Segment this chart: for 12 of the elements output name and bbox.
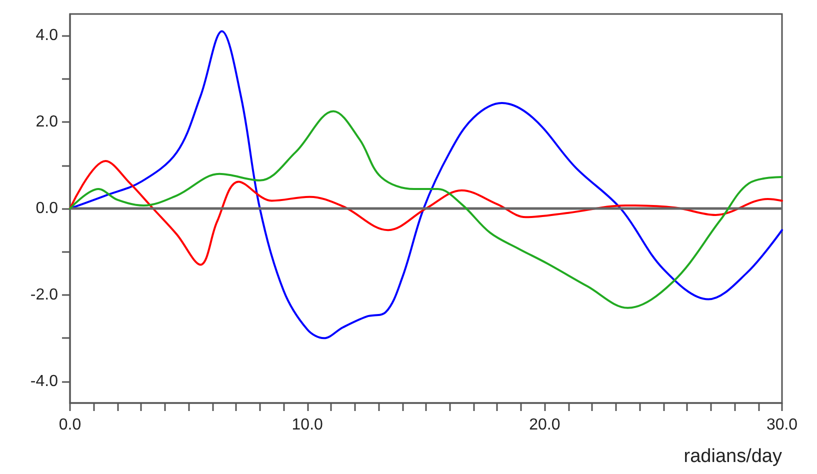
line-series <box>69 110 783 309</box>
line-series <box>69 160 783 266</box>
y-tick-label: -4.0 <box>30 372 58 390</box>
y-tick-label: 0.0 <box>36 200 58 217</box>
x-tick-label: 0.0 <box>58 416 82 434</box>
x-tick-label: 30.0 <box>766 416 798 434</box>
y-tick-label: -2.0 <box>30 286 58 304</box>
y-tick-label: 2.0 <box>36 114 58 131</box>
x-axis-title: radians/day <box>684 446 782 467</box>
y-tick-label: 4.0 <box>36 27 58 44</box>
x-tick-label: 20.0 <box>529 416 560 434</box>
x-tick-label: 10.0 <box>292 416 324 434</box>
